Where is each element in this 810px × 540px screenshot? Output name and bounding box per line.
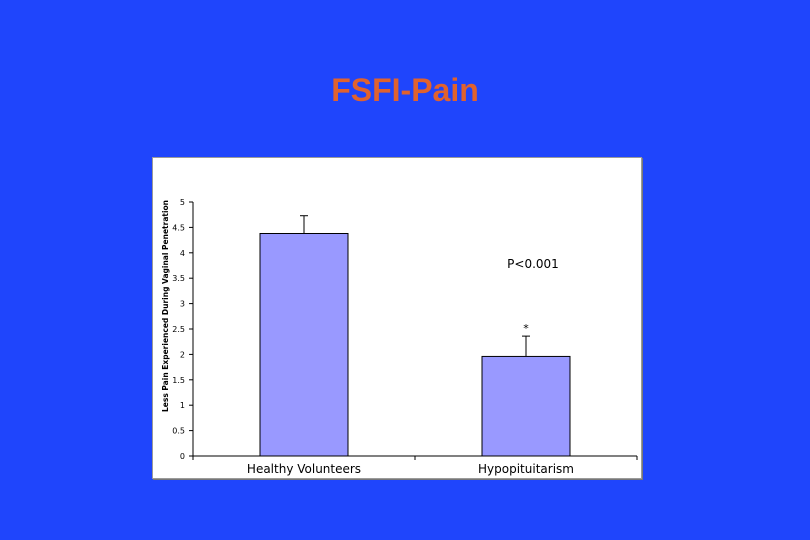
y-tick-label: 0 <box>180 452 185 461</box>
y-tick-label: 3.5 <box>172 274 185 283</box>
y-tick-label: 4.5 <box>172 223 185 232</box>
y-tick-label: 2 <box>180 350 185 359</box>
significance-asterisk: * <box>523 322 529 335</box>
bar-2 <box>481 355 571 457</box>
y-tick-label: 1 <box>180 401 185 410</box>
x-category-label: Healthy Volunteers <box>247 462 361 476</box>
y-tick-label: 3 <box>180 300 185 309</box>
y-tick-label: 0.5 <box>172 427 185 436</box>
y-tick-label: 1.5 <box>172 376 185 385</box>
bar-1 <box>259 232 349 457</box>
p-value-annotation: P<0.001 <box>507 257 559 271</box>
slide-title: FSFI-Pain <box>331 72 479 108</box>
y-tick-label: 2.5 <box>172 325 185 334</box>
x-category-label: Hypopituitarism <box>478 462 574 476</box>
bar-chart: Less Pain Experienced During Vaginal Pen… <box>161 198 638 476</box>
y-tick-label: 5 <box>180 198 185 207</box>
y-axis-label: Less Pain Experienced During Vaginal Pen… <box>161 200 170 412</box>
chart-frame: Less Pain Experienced During Vaginal Pen… <box>152 157 642 479</box>
y-tick-label: 4 <box>180 249 185 258</box>
